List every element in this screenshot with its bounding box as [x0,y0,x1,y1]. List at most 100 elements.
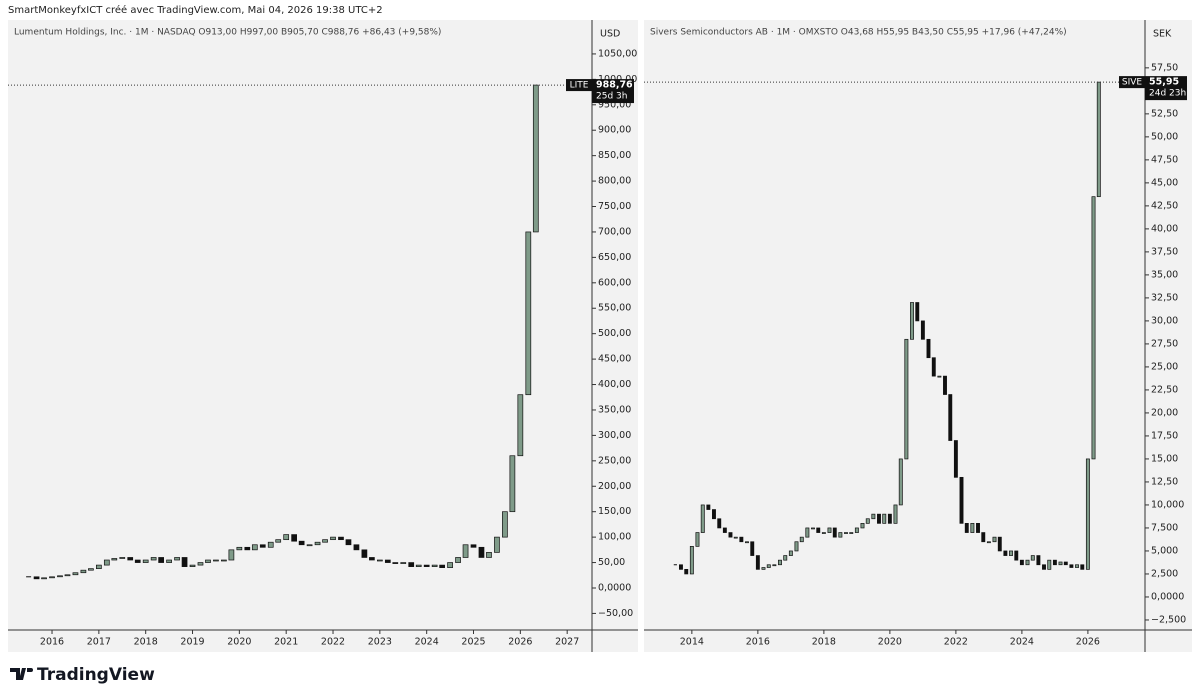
header: SmartMonkeyfxICT créé avec TradingView.c… [8,4,383,16]
candle [926,338,931,359]
candle [111,558,118,561]
candle [174,557,180,561]
candle [948,394,953,441]
y-tick-label: 37,50 [1151,246,1178,257]
candle [1014,550,1019,561]
y-tick-label: −50,00 [598,608,633,619]
candle [860,522,865,529]
panel-bg [644,20,1192,652]
price-tag [592,79,634,104]
candle [1052,559,1057,566]
candle [745,541,749,544]
x-tick-label: 2014 [680,637,704,648]
candle [673,564,677,566]
y-tick-label: 350,00 [598,404,631,415]
candle [400,562,407,564]
candle [1096,81,1101,198]
candle [259,544,266,548]
candle [298,540,305,546]
last-price: 988,76 [596,80,633,91]
candle [689,546,694,575]
candle [1063,561,1068,566]
candle [291,534,297,542]
candle [494,536,500,553]
y-tick-label: 2,500 [1151,568,1178,579]
candle [181,557,188,567]
candle [33,576,40,580]
candle [992,536,997,543]
candle [1019,559,1024,566]
candle [811,527,815,530]
y-tick-label: 45,00 [1151,177,1178,188]
y-tick-label: 17,50 [1151,430,1178,441]
last-price: 55,95 [1149,77,1179,88]
x-tick-label: 2023 [368,637,392,648]
candle [898,458,903,506]
y-tick-label: 250,00 [598,455,631,466]
candle [166,559,172,563]
y-tick-label: 0,0000 [598,582,631,593]
candle [816,527,821,533]
currency: USD [600,29,620,40]
y-tick-label: 850,00 [598,150,631,161]
x-tick-label: 2027 [555,637,579,648]
candle [953,440,958,478]
candle [986,541,991,544]
candle [821,532,826,534]
x-tick-label: 2016 [746,637,770,648]
candle [761,567,766,570]
y-tick-label: 0,0000 [1151,591,1184,602]
candle [684,569,689,575]
candle [827,527,832,533]
candle [1047,559,1052,570]
candle [695,532,700,547]
candle [794,541,799,552]
y-tick-label: 22,50 [1151,384,1178,395]
candle [525,231,532,396]
candle [970,522,975,533]
candle [700,504,705,533]
candle [96,564,102,570]
candle [478,546,485,558]
y-tick-label: 450,00 [598,354,631,365]
candle [361,549,368,558]
candle [882,513,887,524]
candle [314,541,321,546]
candle [739,536,744,543]
candle [717,518,722,529]
candle [728,532,733,538]
candle [706,504,711,510]
y-tick-label: 650,00 [598,252,631,263]
candle [838,532,843,538]
candle [997,536,1002,552]
candle [772,564,777,567]
candle [959,476,964,524]
candle [532,84,539,233]
candle [1030,555,1035,561]
candle [733,536,738,539]
y-tick-label: 950,00 [598,99,631,110]
candle [509,455,516,513]
candle [127,557,134,561]
candle [447,562,453,568]
candle [41,577,47,580]
candle [783,555,788,561]
x-tick-label: 2020 [227,637,251,648]
y-tick-label: 150,00 [598,506,631,517]
candle [103,559,110,566]
candle [213,559,219,562]
candle [865,518,870,524]
candle [981,532,986,543]
candle [854,527,859,533]
y-tick-label: 7,500 [1151,522,1178,533]
symbol-tag [1119,76,1145,89]
candle [64,574,71,577]
candle [712,509,716,520]
candle [832,527,837,538]
y-tick-label: 5,000 [1151,545,1178,556]
y-tick-label: 10,000 [1151,499,1184,510]
candle [1003,550,1008,556]
x-tick-label: 2016 [40,637,64,648]
candle [1036,555,1041,566]
candle [877,513,881,524]
